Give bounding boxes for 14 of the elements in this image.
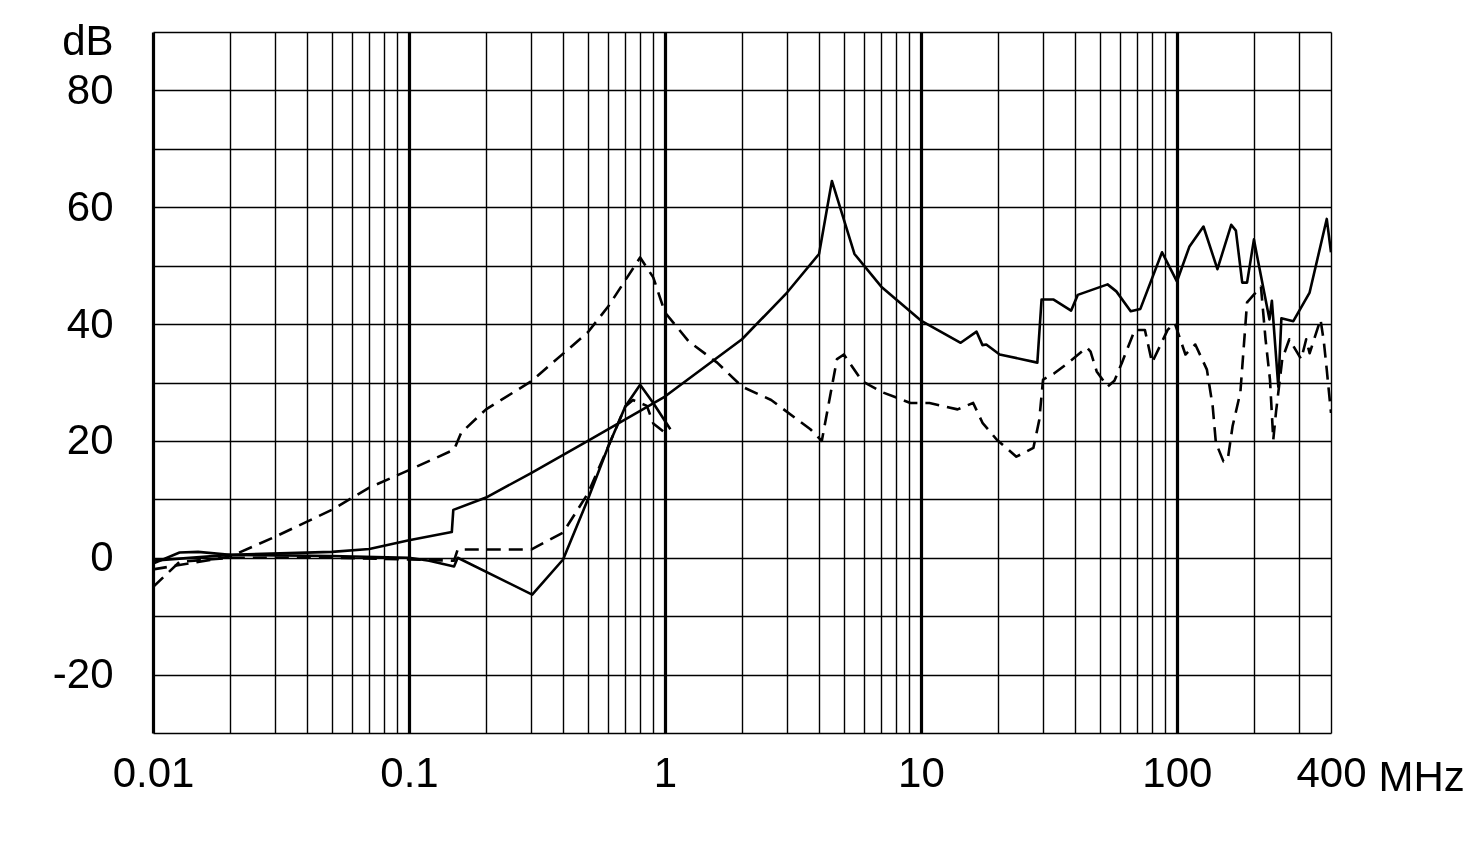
y-tick-label: 80 (66, 65, 114, 113)
x-tick-label: 0.1 (380, 748, 439, 796)
y-tick-label: -20 (52, 650, 114, 698)
x-tick-label: 0.01 (112, 748, 195, 796)
x-axis-title: MHz (1378, 752, 1465, 800)
y-tick-label: 0 (90, 533, 114, 581)
x-tick-label: 400 (1296, 748, 1367, 796)
x-tick-label: 10 (898, 748, 945, 796)
y-tick-label: 20 (66, 416, 114, 464)
y-axis-title: dB (62, 16, 114, 64)
x-tick-label: 1 (653, 748, 678, 796)
y-tick-label: 40 (66, 299, 114, 347)
y-tick-label: 60 (66, 182, 114, 230)
x-tick-label: 100 (1142, 748, 1213, 796)
